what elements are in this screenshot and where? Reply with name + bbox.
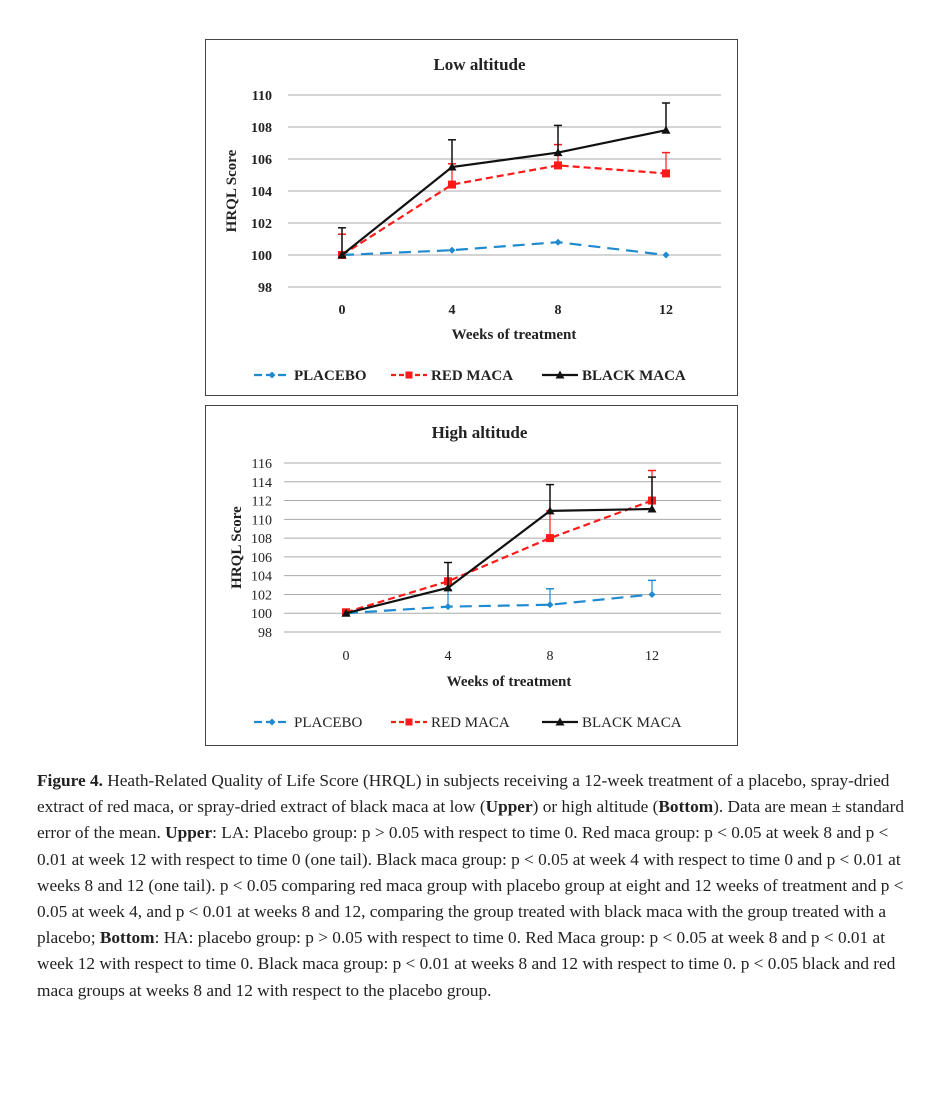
chart-high-altitude: High altitude 98 100 102 104 106 108 110 112 114 1… <box>205 405 738 746</box>
marker-triangle <box>545 506 555 515</box>
marker-diamond <box>662 251 670 259</box>
x-axis-label: Weeks of treatment <box>447 674 572 690</box>
caption-text: : LA: Placebo group: p > 0.05 with respe… <box>37 823 904 948</box>
caption-bold: Upper <box>165 823 213 843</box>
marker-triangle <box>553 148 563 157</box>
series-black-maca <box>341 476 657 617</box>
chart-svg: High altitude 98 100 102 104 106 108 110 112 114 1… <box>229 423 721 731</box>
legend-label: PLACEBO <box>294 715 363 731</box>
marker-triangle <box>647 504 657 513</box>
marker-triangle <box>447 162 457 171</box>
x-tick-label: 0 <box>343 649 350 664</box>
x-tick-label: 8 <box>547 649 554 664</box>
y-tick-label: 108 <box>251 121 272 136</box>
x-tick-label: 8 <box>555 303 562 318</box>
y-tick-label: 106 <box>251 153 272 168</box>
series-red-maca <box>338 143 670 259</box>
y-tick-label: 108 <box>251 532 272 547</box>
y-axis-label: HRQL Score <box>229 506 245 589</box>
legend-item: PLACEBO <box>254 368 367 384</box>
y-tick-label: 100 <box>251 607 272 622</box>
legend-label: BLACK MACA <box>582 715 682 731</box>
marker-triangle <box>555 717 565 726</box>
legend-label: RED MACA <box>431 368 513 384</box>
y-tick-label: 98 <box>258 626 272 641</box>
marker-triangle <box>341 608 351 617</box>
legend-item: RED MACA <box>391 715 510 731</box>
caption-bold: Upper <box>485 797 533 817</box>
marker-diamond <box>648 590 656 598</box>
y-tick-label: 114 <box>252 476 272 491</box>
marker-diamond <box>268 371 276 379</box>
marker-triangle <box>443 583 453 592</box>
figure-caption: Figure 4. Heath-Related Quality of Life … <box>37 768 907 1004</box>
chart-title: Low altitude <box>433 55 526 74</box>
marker-square <box>554 161 562 170</box>
y-tick-label: 112 <box>252 495 272 510</box>
caption-bold: Bottom <box>99 928 155 948</box>
series-line <box>345 507 653 615</box>
x-tick-label: 12 <box>659 303 673 318</box>
legend-label: BLACK MACA <box>582 368 686 384</box>
x-tick-label: 0 <box>339 303 346 318</box>
marker-square <box>405 371 413 379</box>
caption-bold: Bottom <box>658 797 714 817</box>
legend-item: RED MACA <box>391 368 513 384</box>
y-tick-label: 106 <box>251 551 272 566</box>
chart-low-altitude: Low altitude 98 100 102 104 106 108 110 0 4 8 12 Wee… <box>205 39 738 396</box>
marker-square <box>662 169 670 178</box>
series-line <box>345 593 653 615</box>
legend-item: PLACEBO <box>254 715 363 731</box>
marker-square <box>405 718 413 726</box>
caption-text: Heath-Related Quality of Life Score (HRQ… <box>37 771 890 817</box>
series-line <box>341 129 667 256</box>
marker-diamond <box>554 238 562 246</box>
marker-diamond <box>448 246 456 254</box>
marker-diamond <box>546 601 554 609</box>
chart-svg: Low altitude 98 100 102 104 106 108 110 0 4 8 12 Wee… <box>224 55 721 384</box>
x-tick-label: 4 <box>445 649 452 664</box>
legend-label: PLACEBO <box>294 368 367 384</box>
y-axis-label: HRQL Score <box>224 149 240 232</box>
caption-text: ). Data are mean ± standard error of the… <box>37 797 904 843</box>
marker-diamond <box>444 603 452 611</box>
y-tick-label: 102 <box>251 217 272 232</box>
marker-diamond <box>268 718 276 726</box>
y-tick-label: 110 <box>252 513 272 528</box>
marker-triangle <box>555 370 565 379</box>
y-tick-label: 104 <box>251 570 272 585</box>
caption-label: Figure 4. <box>37 771 103 790</box>
marker-triangle <box>337 250 347 259</box>
marker-square <box>546 534 554 543</box>
y-tick-label: 110 <box>252 89 272 104</box>
y-tick-label: 100 <box>251 249 272 264</box>
y-tick-label: 98 <box>258 281 272 296</box>
legend-item: BLACK MACA <box>542 715 682 731</box>
caption-text: : HA: placebo group: p > 0.05 with respe… <box>37 928 896 1000</box>
marker-square <box>448 180 456 189</box>
series-placebo <box>338 238 670 259</box>
series-black-maca <box>337 102 671 259</box>
series-line <box>341 241 667 257</box>
y-tick-label: 116 <box>252 457 272 472</box>
marker-triangle <box>661 125 671 134</box>
caption-text: ) or high altitude ( <box>532 797 659 817</box>
y-tick-label: 104 <box>251 185 272 200</box>
x-axis-label: Weeks of treatment <box>452 327 577 343</box>
x-tick-label: 12 <box>645 649 659 664</box>
x-tick-label: 4 <box>449 303 456 318</box>
y-tick-label: 102 <box>251 588 272 603</box>
chart-title: High altitude <box>432 423 528 442</box>
legend-label: RED MACA <box>431 715 510 731</box>
legend-item: BLACK MACA <box>542 368 686 384</box>
series-line <box>341 164 667 256</box>
